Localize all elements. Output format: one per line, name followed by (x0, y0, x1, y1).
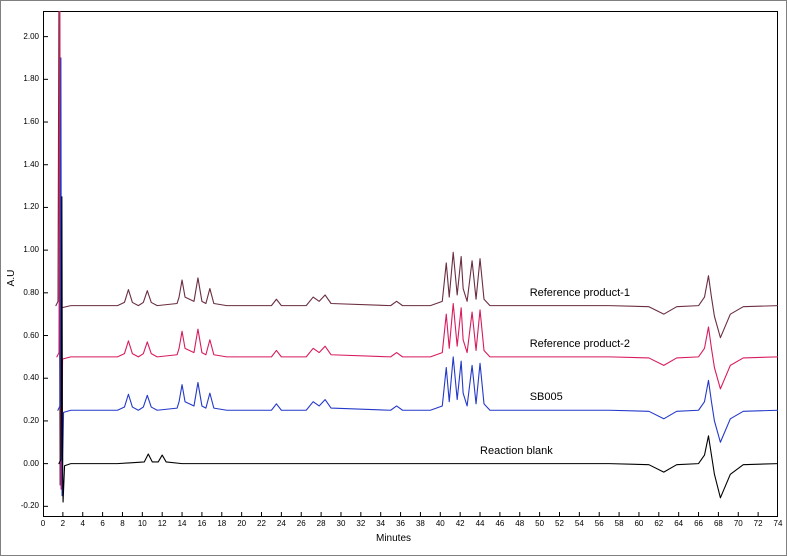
x-tick: 10 (135, 520, 149, 528)
plot-area (43, 11, 778, 517)
x-tick: 30 (334, 520, 348, 528)
y-tick: -0.20 (11, 502, 39, 510)
x-tick: 28 (314, 520, 328, 528)
series-label-sb005: SB005 (530, 391, 563, 403)
x-tick: 26 (294, 520, 308, 528)
x-tick: 34 (374, 520, 388, 528)
y-tick: 1.20 (11, 203, 39, 211)
chart-frame: A.U Minutes -0.20 0.00 0.20 0.40 0.60 0.80 1.0… (0, 0, 787, 556)
x-tick: 64 (672, 520, 686, 528)
x-tick: 44 (473, 520, 487, 528)
x-tick: 4 (76, 520, 90, 528)
x-tick: 24 (274, 520, 288, 528)
y-tick: 2.00 (11, 33, 39, 41)
x-tick: 58 (612, 520, 626, 528)
y-tick: 1.00 (11, 246, 39, 254)
x-tick: 40 (433, 520, 447, 528)
x-tick: 36 (394, 520, 408, 528)
y-tick: 1.80 (11, 75, 39, 83)
x-tick: 50 (533, 520, 547, 528)
x-tick: 12 (155, 520, 169, 528)
y-tick: 0.00 (11, 460, 39, 468)
y-tick: 0.80 (11, 289, 39, 297)
y-tick: 0.20 (11, 417, 39, 425)
x-tick: 0 (36, 520, 50, 528)
y-tick: 1.40 (11, 161, 39, 169)
x-tick: 16 (195, 520, 209, 528)
x-tick: 38 (413, 520, 427, 528)
series-label-ref2: Reference product-2 (530, 338, 630, 350)
series-label-ref1: Reference product-1 (530, 287, 630, 299)
x-tick: 6 (96, 520, 110, 528)
x-tick: 60 (632, 520, 646, 528)
x-tick: 22 (255, 520, 269, 528)
x-tick: 42 (453, 520, 467, 528)
x-tick: 52 (552, 520, 566, 528)
y-axis-label: A.U (6, 270, 17, 287)
x-tick: 2 (56, 520, 70, 528)
series-label-blank: Reaction blank (480, 445, 553, 457)
y-tick: 0.60 (11, 332, 39, 340)
x-tick: 70 (731, 520, 745, 528)
x-tick: 32 (354, 520, 368, 528)
x-tick: 14 (175, 520, 189, 528)
x-axis-label: Minutes (376, 533, 411, 544)
chart-svg (43, 11, 778, 517)
x-tick: 74 (771, 520, 785, 528)
x-tick: 18 (215, 520, 229, 528)
x-tick: 20 (235, 520, 249, 528)
x-tick: 66 (692, 520, 706, 528)
x-tick: 72 (751, 520, 765, 528)
x-tick: 8 (115, 520, 129, 528)
x-tick: 48 (513, 520, 527, 528)
x-tick: 56 (592, 520, 606, 528)
x-tick: 68 (711, 520, 725, 528)
x-tick: 46 (493, 520, 507, 528)
x-tick: 54 (572, 520, 586, 528)
x-tick: 62 (652, 520, 666, 528)
y-tick: 1.60 (11, 118, 39, 126)
y-tick: 0.40 (11, 374, 39, 382)
